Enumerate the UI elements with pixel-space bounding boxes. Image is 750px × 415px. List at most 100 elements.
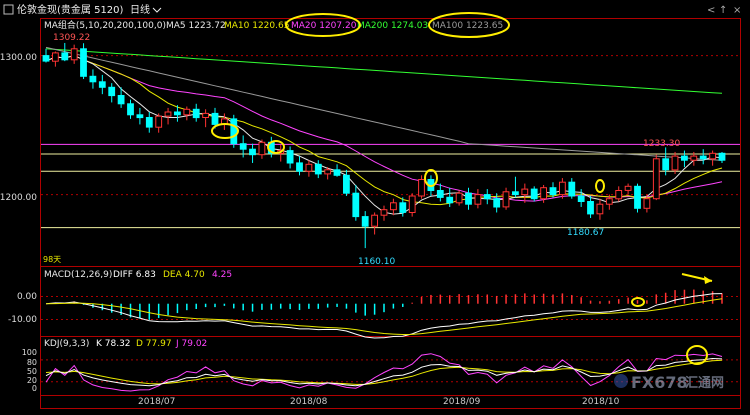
price-tick-1300: 1300.00 bbox=[0, 53, 37, 63]
period-selector[interactable]: 日线 bbox=[130, 3, 150, 16]
chart-icon[interactable] bbox=[3, 4, 14, 15]
candle-body-33 bbox=[352, 192, 360, 218]
candle-body-32 bbox=[343, 174, 350, 194]
candle-body-66 bbox=[662, 158, 670, 171]
highlight-circle-1 bbox=[211, 123, 239, 139]
watermark-text: 汇通网 bbox=[685, 375, 724, 391]
candle-body-14 bbox=[174, 111, 181, 116]
chevron-down-icon[interactable] bbox=[152, 7, 162, 13]
macd-legend-label: MACD(12,26,9) bbox=[44, 270, 112, 280]
recent-low-label: 1180.67 bbox=[567, 228, 604, 238]
candle-body-10 bbox=[136, 114, 144, 119]
highlight-ma20 bbox=[285, 13, 361, 37]
kdj-j-line bbox=[45, 353, 723, 392]
recent-high-label: 1233.30 bbox=[643, 139, 680, 149]
candle-body-69 bbox=[690, 155, 698, 161]
highlight-kdj bbox=[686, 345, 708, 365]
candle-body-42 bbox=[436, 190, 444, 198]
candle-body-55 bbox=[559, 181, 566, 196]
candle-body-26 bbox=[286, 150, 294, 164]
kdj-tick-0: 0 bbox=[32, 384, 37, 393]
candlestick-series bbox=[42, 42, 726, 249]
symbol-title: 伦敦金现(贵金属 5120) bbox=[17, 3, 124, 16]
candle-body-70 bbox=[699, 155, 707, 160]
candle-body-37 bbox=[390, 202, 397, 211]
highlight-circle-4 bbox=[595, 179, 605, 193]
highlight-ma100 bbox=[428, 12, 510, 38]
candle-body-28 bbox=[305, 163, 313, 172]
candle-body-11 bbox=[145, 117, 153, 128]
back-button[interactable]: < bbox=[707, 5, 715, 16]
kdj-legend: KDJ(9,3,3) K 78.32 D 77.97 J 79.02 bbox=[44, 339, 207, 349]
candle-body-16 bbox=[192, 108, 200, 119]
kdj-tick-50: 50 bbox=[27, 367, 37, 376]
kdj-tick-100: 100 bbox=[22, 348, 37, 357]
watermark-logo-text: FX678 bbox=[631, 373, 688, 392]
x-tick-aug: 2018/08 bbox=[290, 397, 328, 407]
candle-body-3 bbox=[70, 48, 78, 61]
kdj-k-line bbox=[45, 357, 723, 387]
ma-legend-label: MA组合(5,10,20,200,100,0) bbox=[44, 19, 166, 31]
close-button[interactable]: × bbox=[733, 5, 741, 16]
pin-button[interactable]: ↑ bbox=[719, 5, 727, 16]
kdj-legend-label: KDJ(9,3,3) bbox=[44, 339, 89, 349]
kdj-d-line bbox=[45, 359, 723, 385]
price-tick-1200: 1200.00 bbox=[0, 193, 37, 203]
candle-body-64 bbox=[643, 198, 651, 209]
candle-body-45 bbox=[465, 192, 472, 205]
ma20-line bbox=[45, 55, 723, 202]
candle-body-56 bbox=[568, 181, 576, 197]
candle-body-58 bbox=[587, 201, 594, 215]
candle-body-63 bbox=[634, 185, 641, 209]
candle-body-61 bbox=[615, 190, 623, 200]
kdj-j-value: J 79.02 bbox=[175, 339, 207, 349]
candle-body-57 bbox=[577, 195, 585, 202]
macd-hist-value: 4.25 bbox=[212, 270, 232, 280]
candle-body-68 bbox=[681, 155, 688, 161]
candle-body-51 bbox=[521, 188, 529, 196]
kdj-tick-80: 80 bbox=[27, 358, 37, 367]
candle-body-48 bbox=[493, 198, 501, 208]
candle-body-29 bbox=[314, 163, 322, 175]
chart-frame bbox=[40, 18, 741, 409]
candle-body-59 bbox=[596, 203, 604, 215]
candle-body-67 bbox=[671, 155, 679, 171]
candle-body-12 bbox=[155, 115, 163, 128]
candle-body-15 bbox=[183, 108, 191, 116]
candle-body-9 bbox=[127, 103, 134, 116]
highlight-circle-2 bbox=[267, 140, 285, 154]
candle-body-44 bbox=[455, 192, 463, 204]
candle-body-39 bbox=[408, 195, 416, 213]
candle-body-38 bbox=[399, 202, 407, 213]
candle-body-18 bbox=[211, 112, 219, 125]
candle-body-2 bbox=[61, 52, 69, 61]
candle-body-23 bbox=[258, 141, 266, 156]
ma5-value: MA5 1223.72 bbox=[166, 21, 226, 31]
candle-body-50 bbox=[512, 191, 519, 196]
candle-body-35 bbox=[371, 214, 379, 227]
candle-body-0 bbox=[42, 55, 50, 62]
candle-body-47 bbox=[483, 194, 491, 200]
kdj-k-value: K 78.32 bbox=[96, 339, 131, 349]
candle-body-22 bbox=[249, 148, 256, 156]
kdj-tick-20: 20 bbox=[27, 376, 37, 385]
ma10-line bbox=[45, 55, 723, 206]
kdj-panel bbox=[41, 353, 740, 392]
ma200-value: MA200 1274.03 bbox=[357, 21, 428, 31]
highlight-circle-3 bbox=[424, 169, 438, 187]
low-price-label: 1160.10 bbox=[358, 257, 395, 267]
candle-body-46 bbox=[474, 194, 482, 205]
candle-body-31 bbox=[333, 169, 341, 176]
candle-body-4 bbox=[80, 48, 87, 77]
candle-body-40 bbox=[418, 179, 425, 197]
candle-body-27 bbox=[296, 162, 303, 172]
days-label: 98天 bbox=[43, 255, 61, 264]
candle-body-5 bbox=[89, 75, 97, 83]
macd-diff-value: DIFF 6.83 bbox=[113, 270, 156, 280]
candle-body-6 bbox=[98, 81, 106, 88]
ma10-value: MA10 1220.65 bbox=[224, 21, 289, 31]
watermark: FX678 汇通网 bbox=[614, 373, 724, 392]
candle-body-71 bbox=[709, 152, 717, 160]
macd-diff-line bbox=[45, 293, 723, 339]
